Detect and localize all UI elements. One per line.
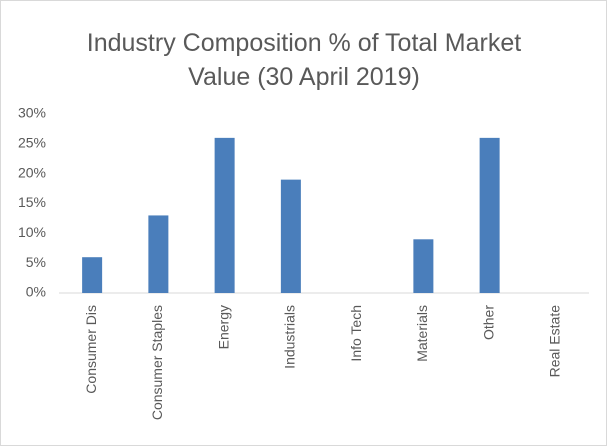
x-tick-label: Consumer Staples [149,305,165,420]
bar [214,137,235,293]
bar [148,215,169,293]
x-tick-label: Energy [215,305,231,349]
y-tick-label: 15% [18,194,46,210]
y-tick-label: 30% [18,105,46,121]
bar [479,137,500,293]
y-tick-label: 10% [18,224,46,240]
bar [280,179,301,293]
y-tick-label: 25% [18,135,46,151]
bar [82,257,103,293]
y-tick-label: 0% [26,284,46,300]
x-tick-label: Materials [414,305,430,362]
x-tick-label: Industrials [282,305,298,369]
chart-title: Industry Composition % of Total Market V… [86,29,522,91]
bar [413,239,434,293]
y-tick-label: 5% [26,254,46,270]
x-tick-label: Other [480,305,496,340]
x-tick-label: Info Tech [348,305,364,362]
x-tick-label: Consumer Dis [83,305,99,394]
x-tick-label: Real Estate [547,305,563,378]
y-tick-label: 20% [18,164,46,180]
